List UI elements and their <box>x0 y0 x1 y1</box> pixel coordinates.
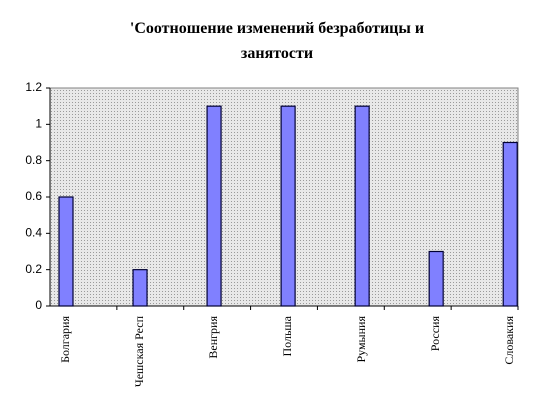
x-tick-label: Румыния <box>354 316 368 363</box>
y-tick-label: 0.8 <box>25 153 42 167</box>
y-tick-label: 0.6 <box>25 189 42 203</box>
y-tick-label: 0 <box>35 298 42 312</box>
bar <box>206 105 222 307</box>
y-tick-label: 0.4 <box>25 226 42 240</box>
bar <box>502 141 518 307</box>
bar <box>428 250 444 307</box>
x-tick-label: Болгария <box>58 316 72 363</box>
bar <box>58 196 74 307</box>
x-tick-label: Чешская Респ <box>132 315 146 387</box>
bar <box>132 269 148 307</box>
x-tick-label: Россия <box>428 316 442 352</box>
y-tick-label: 1 <box>35 117 42 131</box>
y-tick-label: 1.2 <box>25 80 42 94</box>
y-tick-label: 0.2 <box>25 262 42 276</box>
x-tick-label: Венгрия <box>206 316 220 359</box>
x-tick-label: Польша <box>280 315 294 356</box>
x-tick-label: Словакия <box>502 316 516 365</box>
chart-title: 'Соотношение изменений безработицы и зан… <box>129 20 425 62</box>
bar <box>280 105 296 307</box>
bar <box>354 105 370 307</box>
